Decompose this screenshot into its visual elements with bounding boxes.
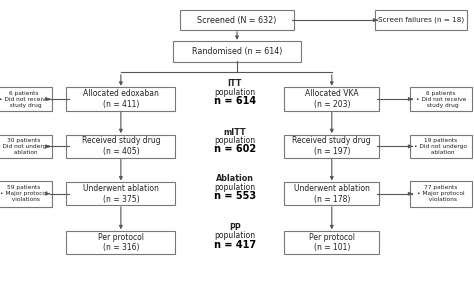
Text: ITT: ITT bbox=[228, 79, 242, 88]
FancyBboxPatch shape bbox=[284, 231, 379, 254]
FancyBboxPatch shape bbox=[66, 135, 175, 158]
FancyBboxPatch shape bbox=[284, 135, 379, 158]
Text: Received study drug
(n = 197): Received study drug (n = 197) bbox=[292, 137, 371, 156]
Text: Screen failures (n = 18): Screen failures (n = 18) bbox=[378, 17, 464, 23]
Text: mITT: mITT bbox=[223, 127, 246, 137]
Text: n = 417: n = 417 bbox=[214, 240, 255, 249]
Text: PP: PP bbox=[229, 223, 240, 232]
FancyBboxPatch shape bbox=[180, 10, 294, 30]
Text: 59 patients
• Major protocol
  violations: 59 patients • Major protocol violations bbox=[0, 185, 47, 202]
Text: 30 patients
• Did not undergo
  ablation: 30 patients • Did not undergo ablation bbox=[0, 138, 50, 155]
Text: Randomised (n = 614): Randomised (n = 614) bbox=[192, 47, 282, 56]
Text: n = 614: n = 614 bbox=[214, 96, 255, 106]
Text: Screened (N = 632): Screened (N = 632) bbox=[197, 15, 277, 25]
Text: population: population bbox=[214, 183, 255, 192]
Text: population: population bbox=[214, 136, 255, 145]
FancyBboxPatch shape bbox=[410, 181, 472, 207]
Text: population: population bbox=[214, 231, 255, 241]
Text: n = 602: n = 602 bbox=[214, 144, 255, 154]
Text: Underwent ablation
(n = 178): Underwent ablation (n = 178) bbox=[294, 184, 370, 203]
Text: 77 patients
• Major protocol
  violations: 77 patients • Major protocol violations bbox=[417, 185, 465, 202]
FancyBboxPatch shape bbox=[66, 182, 175, 205]
FancyBboxPatch shape bbox=[0, 181, 52, 207]
FancyBboxPatch shape bbox=[410, 135, 472, 158]
FancyBboxPatch shape bbox=[66, 87, 175, 111]
Text: 6 patients
• Did not receive
  study drug: 6 patients • Did not receive study drug bbox=[0, 90, 49, 108]
Text: Received study drug
(n = 405): Received study drug (n = 405) bbox=[82, 137, 160, 156]
FancyBboxPatch shape bbox=[66, 231, 175, 254]
FancyBboxPatch shape bbox=[410, 87, 472, 111]
Text: Allocated VKA
(n = 203): Allocated VKA (n = 203) bbox=[305, 89, 359, 109]
Text: Per protocol
(n = 101): Per protocol (n = 101) bbox=[309, 233, 355, 252]
Text: Underwent ablation
(n = 375): Underwent ablation (n = 375) bbox=[83, 184, 159, 203]
Text: n = 553: n = 553 bbox=[214, 191, 255, 201]
Text: 6 patients
• Did not receive
  study drug: 6 patients • Did not receive study drug bbox=[416, 90, 466, 108]
Text: population: population bbox=[214, 88, 255, 97]
FancyBboxPatch shape bbox=[0, 87, 52, 111]
Text: Ablation: Ablation bbox=[216, 174, 254, 183]
FancyBboxPatch shape bbox=[374, 10, 467, 30]
FancyBboxPatch shape bbox=[284, 87, 379, 111]
Text: Allocated edoxaban
(n = 411): Allocated edoxaban (n = 411) bbox=[83, 89, 159, 109]
FancyBboxPatch shape bbox=[0, 135, 52, 158]
Text: Per protocol
(n = 316): Per protocol (n = 316) bbox=[98, 233, 144, 252]
FancyBboxPatch shape bbox=[284, 182, 379, 205]
Text: 19 patients
• Did not undergo
  ablation: 19 patients • Did not undergo ablation bbox=[414, 138, 467, 155]
FancyBboxPatch shape bbox=[173, 41, 301, 62]
